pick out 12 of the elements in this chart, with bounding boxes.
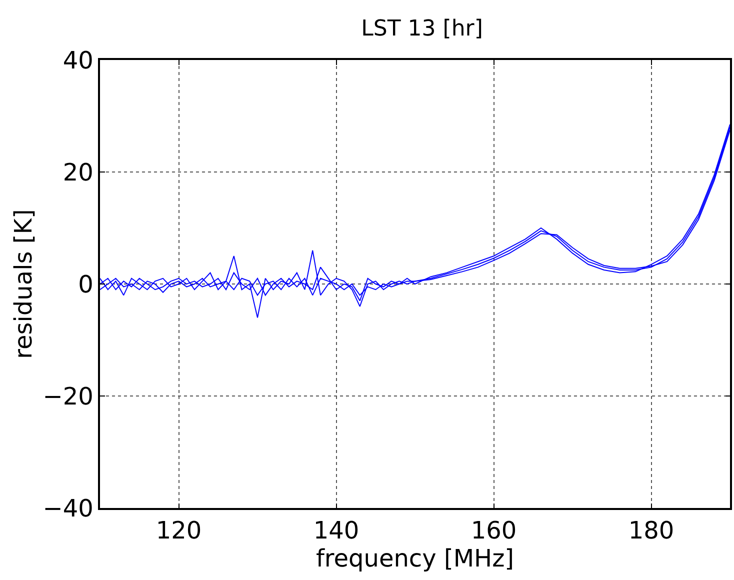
x-tick-label: 180 [628,516,674,545]
y-tick-label: 20 [62,158,94,186]
x-tick-label: 160 [470,516,517,545]
x-tick-label: 140 [313,516,360,545]
chart-title: LST 13 [hr] [361,16,483,42]
y-tick-label: 0 [78,270,94,298]
y-tick-label: 40 [62,46,94,74]
y-axis-title: residuals [K] [9,209,38,359]
x-tick-label: 120 [156,516,202,545]
x-axis-title: frequency [MHz] [316,544,514,573]
y-tick-label: −20 [42,382,94,410]
y-tick-label: −40 [42,494,94,522]
